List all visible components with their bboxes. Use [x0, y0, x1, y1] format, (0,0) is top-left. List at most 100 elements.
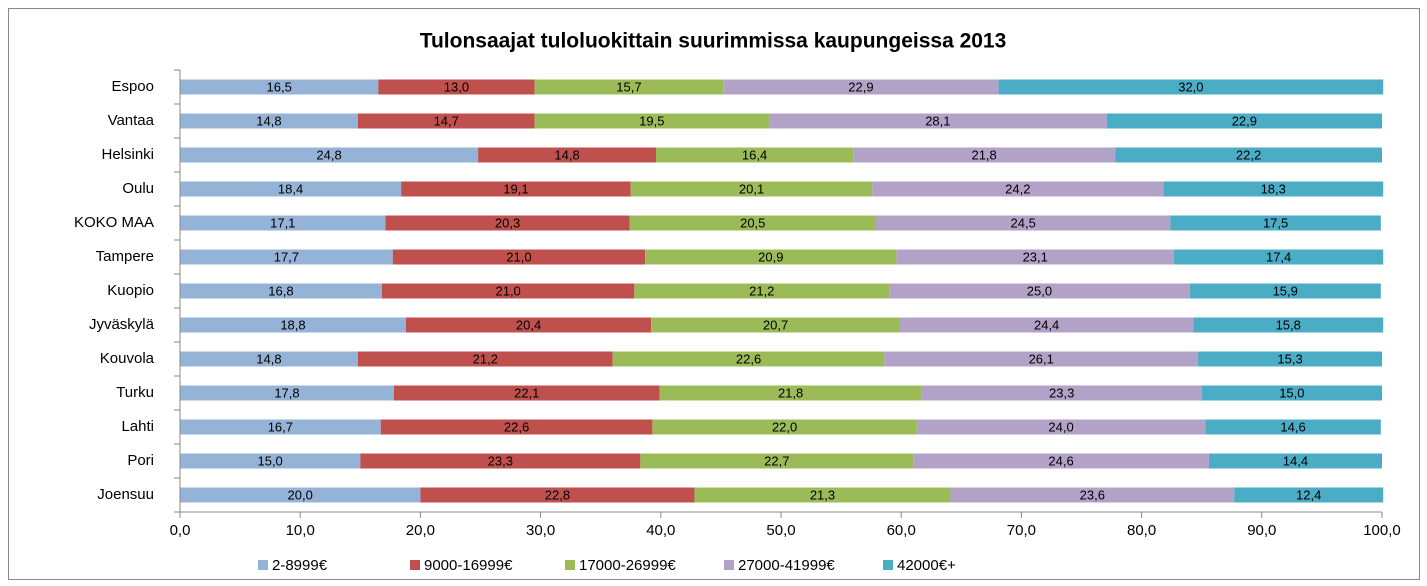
value-label: 15,7	[616, 79, 641, 94]
value-label: 22,6	[504, 419, 529, 434]
x-tick-label: 0,0	[170, 522, 191, 539]
x-tick-label: 50,0	[766, 522, 795, 539]
value-label: 20,4	[516, 317, 541, 332]
bar-segment	[1234, 487, 1384, 503]
bar-segment	[913, 453, 1209, 469]
bar-segment	[180, 249, 393, 265]
bar-segment	[998, 79, 1384, 95]
legend-swatch	[724, 560, 734, 570]
value-label: 28,1	[925, 113, 950, 128]
x-tick-label: 20,0	[406, 522, 435, 539]
bar-segment	[629, 215, 876, 231]
value-label: 22,6	[736, 351, 761, 366]
value-label: 21,0	[495, 283, 520, 298]
bar-segment	[180, 487, 421, 503]
value-label: 16,4	[742, 147, 767, 162]
bar-segment	[652, 419, 917, 435]
value-label: 19,1	[503, 181, 528, 196]
value-label: 17,8	[274, 385, 299, 400]
bar-segment	[1170, 215, 1381, 231]
bar-segment	[385, 215, 630, 231]
value-label: 17,5	[1263, 215, 1288, 230]
value-label: 26,1	[1029, 351, 1054, 366]
bar-segment	[884, 351, 1199, 367]
bar-segment	[630, 181, 873, 197]
chart-title: Tulonsaajat tuloluokittain suurimmissa k…	[420, 30, 1007, 53]
bar-segment	[1189, 283, 1381, 299]
y-tick-label: Tampere	[96, 248, 154, 265]
value-label: 15,0	[1279, 385, 1304, 400]
value-label: 23,3	[1049, 385, 1074, 400]
bar-segment	[896, 249, 1175, 265]
value-label: 15,8	[1276, 317, 1301, 332]
value-label: 22,8	[545, 487, 570, 502]
value-label: 24,8	[316, 147, 341, 162]
value-label: 19,5	[639, 113, 664, 128]
value-label: 14,8	[256, 113, 281, 128]
value-label: 14,8	[256, 351, 281, 366]
bar-segment	[392, 249, 646, 265]
value-label: 13,0	[444, 79, 469, 94]
value-label: 17,1	[270, 215, 295, 230]
legend-label: 42000€+	[897, 557, 956, 574]
value-label: 17,4	[1266, 249, 1291, 264]
bar-segment	[921, 385, 1202, 401]
bar-segment	[768, 113, 1107, 129]
value-label: 22,0	[772, 419, 797, 434]
x-tick-label: 40,0	[646, 522, 675, 539]
x-tick-label: 10,0	[286, 522, 315, 539]
x-tick-label: 70,0	[1007, 522, 1036, 539]
value-label: 16,8	[268, 283, 293, 298]
bar-segment	[180, 385, 394, 401]
value-label: 24,0	[1048, 419, 1073, 434]
value-label: 22,9	[1232, 113, 1257, 128]
bar-segment	[645, 249, 897, 265]
bar-segment	[534, 79, 724, 95]
bar-segment	[534, 113, 769, 129]
bar-segment	[1198, 351, 1382, 367]
value-label: 20,5	[740, 215, 765, 230]
x-tick-label: 90,0	[1247, 522, 1276, 539]
bar-segment	[640, 453, 914, 469]
value-label: 24,5	[1011, 215, 1036, 230]
legend-swatch	[258, 560, 268, 570]
bar-segment	[916, 419, 1206, 435]
value-label: 20,7	[763, 317, 788, 332]
value-label: 23,1	[1023, 249, 1048, 264]
bar-segment	[1106, 113, 1382, 129]
y-tick-label: Pori	[127, 452, 154, 469]
y-tick-label: Oulu	[122, 180, 154, 197]
bar-segment	[357, 113, 535, 129]
bar-segment	[899, 317, 1194, 333]
bar-segment	[180, 419, 381, 435]
bar-segment	[1201, 385, 1382, 401]
bar-segment	[950, 487, 1235, 503]
bar-segment	[381, 283, 635, 299]
value-label: 14,4	[1283, 453, 1308, 468]
value-label: 22,1	[514, 385, 539, 400]
legend-label: 27000-41999€	[738, 557, 835, 574]
value-label: 22,7	[764, 453, 789, 468]
bar-segment	[1205, 419, 1381, 435]
value-label: 21,3	[810, 487, 835, 502]
value-label: 23,6	[1080, 487, 1105, 502]
bar-segment	[1163, 181, 1384, 197]
y-tick-label: Jyväskylä	[89, 316, 155, 333]
bar-segment	[180, 215, 386, 231]
value-label: 16,5	[267, 79, 292, 94]
bar-segment	[875, 215, 1171, 231]
bar-segment	[634, 283, 890, 299]
y-tick-label: Vantaa	[108, 112, 155, 129]
value-label: 15,9	[1273, 283, 1298, 298]
legend-swatch	[565, 560, 575, 570]
value-label: 15,0	[257, 453, 282, 468]
x-tick-label: 30,0	[526, 522, 555, 539]
y-tick-label: Joensuu	[97, 486, 154, 503]
y-tick-label: Kuopio	[107, 282, 154, 299]
value-label: 17,7	[274, 249, 299, 264]
x-tick-label: 80,0	[1127, 522, 1156, 539]
x-tick-label: 100,0	[1363, 522, 1401, 539]
bar-segment	[180, 283, 382, 299]
bar-segment	[723, 79, 999, 95]
y-tick-label: KOKO MAA	[74, 214, 154, 231]
